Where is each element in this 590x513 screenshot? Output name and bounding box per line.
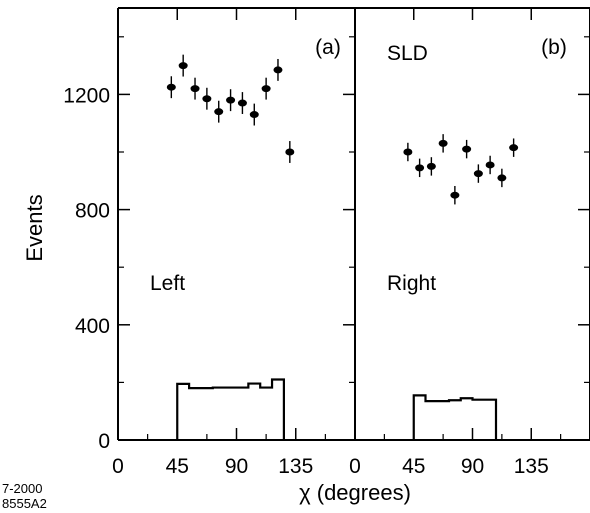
data-point [261,85,271,93]
y-tick-label: 400 [75,315,110,338]
y-axis-title: Events [22,194,47,261]
y-tick-label: 1200 [63,84,110,107]
data-point [473,170,483,178]
x-tick-label: 45 [166,455,189,478]
x-axis-title: χ (degrees) [299,480,411,505]
data-point [214,108,224,116]
data-point [438,139,448,147]
footnote-line-2: 8555A2 [2,496,47,511]
x-tick-label: 45 [402,455,425,478]
x-tick-label: 90 [461,455,484,478]
panel-annotation: Right [387,272,436,295]
x-tick-label: 0 [112,455,124,478]
histogram-outline [176,378,285,440]
data-point [450,191,460,199]
data-point [285,148,295,156]
data-point [497,174,507,182]
panel-annotation: (a) [315,36,341,59]
data-point [509,144,519,152]
panel-annotation: SLD [387,42,428,65]
y-tick-label: 800 [75,200,110,223]
x-tick-label: 90 [225,455,248,478]
data-point [403,148,413,156]
data-point [237,99,247,107]
data-point [166,83,176,91]
data-point [462,145,472,153]
data-point [226,96,236,104]
data-point [249,111,259,119]
panel-b: 0 45 90 135 (b) SLD Right [349,7,590,478]
panel-annotation: Left [150,272,185,295]
data-point [202,95,212,103]
data-point [426,162,436,170]
x-tick-label: 0 [349,455,361,478]
x-tick-label: 135 [278,455,313,478]
y-tick-label: 0 [98,430,110,453]
panel-annotation: (b) [541,36,567,59]
panel-a: 0 45 90 135 0 400 800 1200 (a) Left [63,7,356,478]
footnote-line-1: 7-2000 [2,481,42,496]
data-point [273,66,283,74]
data-point [190,85,200,93]
histogram-outline [412,394,498,440]
data-point [178,62,188,70]
data-point [415,164,425,172]
x-tick-label: 135 [514,455,549,478]
data-point [485,161,495,169]
